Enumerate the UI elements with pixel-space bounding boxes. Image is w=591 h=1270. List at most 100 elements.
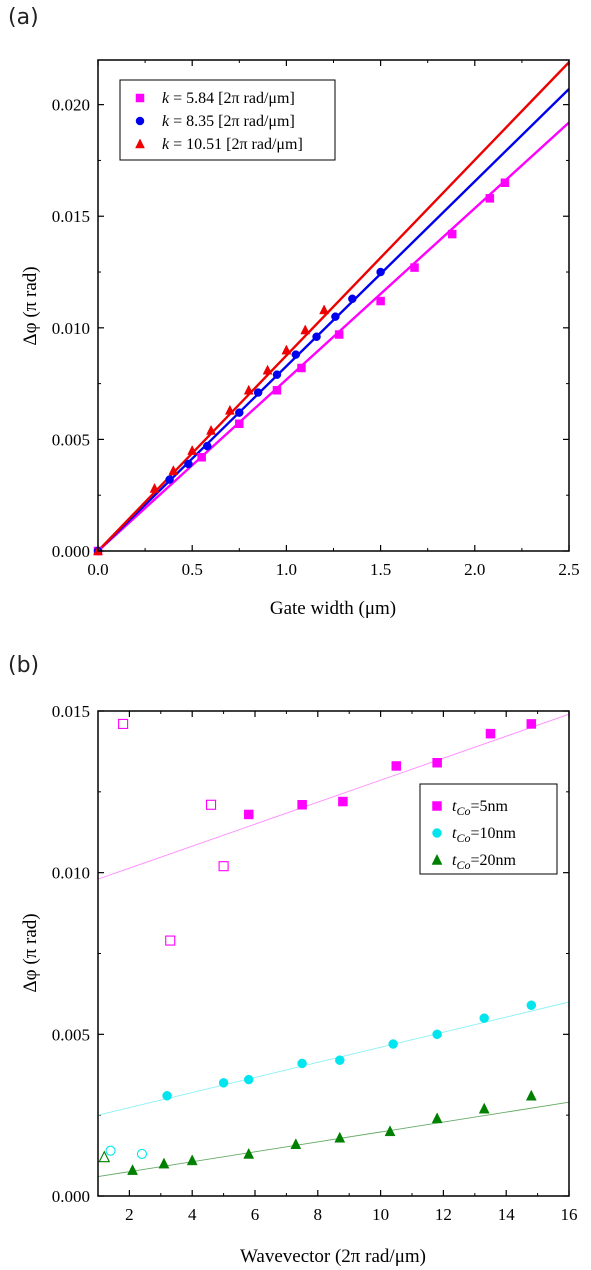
y-tick-label: 0.000 <box>52 542 90 561</box>
data-point-series-1 <box>297 363 306 373</box>
legend-label-series-3: tCo=20nm <box>452 852 516 872</box>
x-tick-label: 2.0 <box>464 560 485 579</box>
x-axis-label-a: Gate width (μm) <box>270 598 396 619</box>
data-point-series-2 <box>348 294 357 304</box>
legend-box-b <box>419 783 558 875</box>
data-point-series-3 <box>206 424 216 435</box>
data-point-series-1 <box>410 263 419 272</box>
legend-label-series-2: tCo=10nm <box>452 825 516 845</box>
data-point-series-2 <box>243 1074 254 1085</box>
chart-panel-b: (b) 2 4 6 8 10 12 14 16 0.000 0.005 0.010 0.015 Wav… <box>8 653 578 1267</box>
panel-a-label: (a) <box>8 5 39 30</box>
x-tick-label: 0.5 <box>182 560 203 579</box>
open-data-point-series-1 <box>165 935 176 946</box>
x-tick-label: 16 <box>561 1205 578 1224</box>
data-point-series-2 <box>184 459 193 469</box>
fit-line-series-1 <box>97 121 570 552</box>
data-point-series-2 <box>165 475 174 484</box>
y-tick-label: 0.010 <box>52 864 90 883</box>
data-point-series-3 <box>149 482 160 493</box>
data-point-series-2 <box>388 1039 398 1049</box>
data-point-series-2 <box>297 1058 307 1069</box>
data-point-series-1 <box>432 757 442 768</box>
legend-a: k = 5.84 [2π rad/μm] k = 8.35 [2π rad/μm]… <box>119 79 336 161</box>
data-point-series-3 <box>187 445 198 455</box>
data-point-series-3 <box>186 1154 198 1166</box>
data-point-series-3 <box>431 1112 443 1124</box>
fit-line-series-3 <box>97 1101 570 1178</box>
x-tick-label: 1.0 <box>276 560 297 579</box>
legend-marker-series-3 <box>431 853 443 865</box>
fit-line-series-2 <box>97 1001 570 1116</box>
fit-line-series-3 <box>97 61 570 552</box>
y-tick-label: 0.015 <box>52 702 90 721</box>
y-tick-label: 0.020 <box>52 96 90 115</box>
data-point-series-2 <box>253 388 263 397</box>
x-tick-label: 8 <box>314 1205 323 1224</box>
y-tick-label: 0.005 <box>52 1025 90 1044</box>
data-point-series-1 <box>500 178 510 187</box>
data-point-series-2 <box>272 370 282 379</box>
legend-marker-series-2 <box>432 828 442 838</box>
data-point-series-3 <box>168 465 179 475</box>
data-point-series-2 <box>291 350 301 359</box>
x-tick-label: 6 <box>251 1205 260 1224</box>
open-data-point-series-1 <box>205 799 217 810</box>
legend-label-series-2: k = 8.35 [2π rad/μm] <box>162 113 295 130</box>
data-point-series-2 <box>376 267 385 277</box>
y-tick-label: 0.015 <box>52 207 90 226</box>
x-tick-label: 4 <box>188 1205 197 1224</box>
legend-marker-series-2 <box>135 116 145 126</box>
data-point-series-1 <box>526 719 537 729</box>
data-point-series-3 <box>158 1157 170 1169</box>
panel-b-label: (b) <box>8 653 39 678</box>
data-point-series-1 <box>334 330 344 339</box>
x-tick-label: 10 <box>372 1205 389 1224</box>
data-point-series-2 <box>526 1000 537 1010</box>
data-point-series-3 <box>281 344 292 355</box>
data-point-series-2 <box>162 1091 172 1101</box>
y-tick-label: 0.000 <box>52 1187 90 1206</box>
legend-marker-series-1 <box>432 801 442 811</box>
data-point-series-1 <box>376 296 385 306</box>
x-axis-label-b: Wavevector (2π rad/μm) <box>240 1246 426 1267</box>
plot-frame-a <box>97 59 570 552</box>
data-point-series-3 <box>224 404 235 415</box>
data-point-series-1 <box>485 728 496 739</box>
data-point-series-2 <box>218 1078 229 1088</box>
x-tick-label: 2 <box>125 1205 134 1224</box>
y-axis-label-b: Δφ (π rad) <box>20 913 41 992</box>
data-point-series-1 <box>485 194 495 203</box>
data-point-series-3 <box>127 1164 138 1175</box>
x-tick-label: 14 <box>498 1205 516 1224</box>
legend-label-series-3: k = 10.51 [2π rad/μm] <box>162 136 303 153</box>
data-point-series-1 <box>272 386 282 395</box>
x-tick-label: 0.0 <box>87 560 108 579</box>
open-data-point-series-2 <box>105 1145 116 1156</box>
data-point-series-3 <box>243 1147 255 1159</box>
x-tick-label: 1.5 <box>370 560 391 579</box>
data-point-series-3 <box>262 364 273 375</box>
legend-label-series-1: tCo=5nm <box>452 798 508 818</box>
data-point-series-2 <box>432 1029 442 1040</box>
legend-marker-series-3 <box>135 138 145 149</box>
data-point-series-3 <box>290 1138 302 1150</box>
data-point-series-2 <box>235 408 244 417</box>
data-point-series-2 <box>335 1055 345 1065</box>
data-point-series-3 <box>243 384 254 395</box>
data-point-series-2 <box>331 312 340 321</box>
x-tick-label: 12 <box>435 1205 452 1224</box>
plot-frame-b <box>97 710 570 1197</box>
data-point-series-3 <box>478 1102 490 1114</box>
y-tick-label: 0.010 <box>52 319 90 338</box>
data-point-series-2 <box>203 441 212 451</box>
data-point-series-1 <box>243 809 254 820</box>
open-data-point-series-1 <box>218 861 229 872</box>
data-point-series-1 <box>297 800 307 810</box>
data-point-series-2 <box>312 332 321 341</box>
data-point-series-3 <box>384 1125 396 1137</box>
legend-label-series-1: k = 5.84 [2π rad/μm] <box>162 90 295 107</box>
data-point-series-3 <box>334 1131 346 1143</box>
y-tick-label: 0.005 <box>52 430 90 449</box>
